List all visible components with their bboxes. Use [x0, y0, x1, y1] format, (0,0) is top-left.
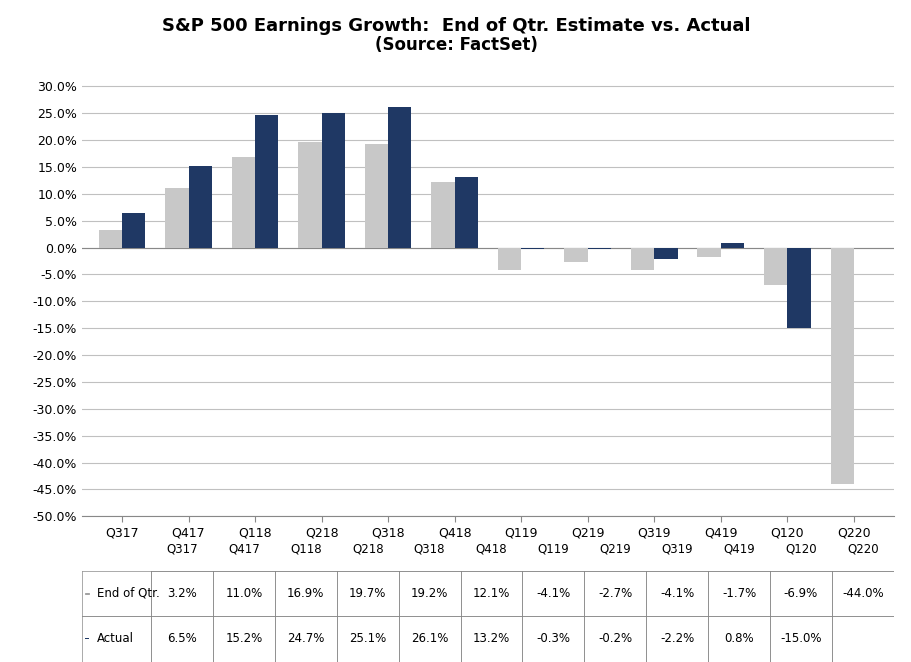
- Text: 6.5%: 6.5%: [167, 632, 197, 645]
- Text: Q319: Q319: [660, 542, 692, 555]
- Text: 15.2%: 15.2%: [225, 632, 262, 645]
- Bar: [697, 248, 720, 257]
- Bar: [388, 107, 411, 248]
- Bar: [587, 248, 610, 249]
- Text: 19.7%: 19.7%: [349, 587, 386, 600]
- Text: (Source: FactSet): (Source: FactSet): [374, 36, 537, 54]
- Text: Q119: Q119: [537, 542, 568, 555]
- Bar: [455, 177, 477, 248]
- Bar: [322, 113, 344, 248]
- Text: Q120: Q120: [784, 542, 816, 555]
- Text: Q417: Q417: [228, 542, 260, 555]
- Bar: [830, 248, 853, 484]
- Text: 0.8%: 0.8%: [723, 632, 753, 645]
- Text: -0.3%: -0.3%: [536, 632, 569, 645]
- Text: Q318: Q318: [414, 542, 445, 555]
- Bar: [85, 593, 89, 594]
- Text: 13.2%: 13.2%: [472, 632, 509, 645]
- Text: Q220: Q220: [846, 542, 877, 555]
- Bar: [520, 248, 544, 249]
- Bar: [165, 189, 189, 248]
- Bar: [786, 248, 810, 328]
- Bar: [255, 115, 278, 248]
- Text: Q118: Q118: [290, 542, 322, 555]
- Text: -2.7%: -2.7%: [598, 587, 631, 600]
- Text: S&P 500 Earnings Growth:  End of Qtr. Estimate vs. Actual: S&P 500 Earnings Growth: End of Qtr. Est…: [161, 17, 750, 34]
- Bar: [497, 248, 520, 269]
- Text: -15.0%: -15.0%: [779, 632, 821, 645]
- Bar: [564, 248, 587, 262]
- Text: -2.2%: -2.2%: [660, 632, 693, 645]
- Text: Q317: Q317: [166, 542, 198, 555]
- Bar: [122, 213, 145, 248]
- Bar: [763, 248, 786, 285]
- Bar: [298, 142, 322, 248]
- Bar: [720, 243, 743, 248]
- Text: 19.2%: 19.2%: [411, 587, 448, 600]
- Text: 26.1%: 26.1%: [411, 632, 448, 645]
- Text: 24.7%: 24.7%: [287, 632, 324, 645]
- Text: 25.1%: 25.1%: [349, 632, 386, 645]
- Text: 11.0%: 11.0%: [225, 587, 262, 600]
- Text: 3.2%: 3.2%: [167, 587, 197, 600]
- Text: Q418: Q418: [476, 542, 507, 555]
- Text: Q219: Q219: [599, 542, 630, 555]
- Text: -6.9%: -6.9%: [783, 587, 817, 600]
- Text: 12.1%: 12.1%: [472, 587, 509, 600]
- Text: End of Qtr.: End of Qtr.: [97, 587, 159, 600]
- Text: Q419: Q419: [722, 542, 754, 555]
- Text: -4.1%: -4.1%: [536, 587, 570, 600]
- Bar: [98, 230, 122, 248]
- Text: -0.2%: -0.2%: [598, 632, 631, 645]
- Bar: [189, 166, 211, 248]
- Bar: [431, 183, 455, 248]
- Text: Actual: Actual: [97, 632, 134, 645]
- Bar: [630, 248, 653, 269]
- Text: -1.7%: -1.7%: [722, 587, 755, 600]
- Bar: [364, 144, 388, 248]
- Bar: [653, 248, 677, 260]
- Bar: [85, 638, 89, 639]
- Bar: [231, 157, 255, 248]
- Text: Q218: Q218: [352, 542, 384, 555]
- Text: -44.0%: -44.0%: [841, 587, 883, 600]
- Text: -4.1%: -4.1%: [660, 587, 693, 600]
- Text: 16.9%: 16.9%: [287, 587, 324, 600]
